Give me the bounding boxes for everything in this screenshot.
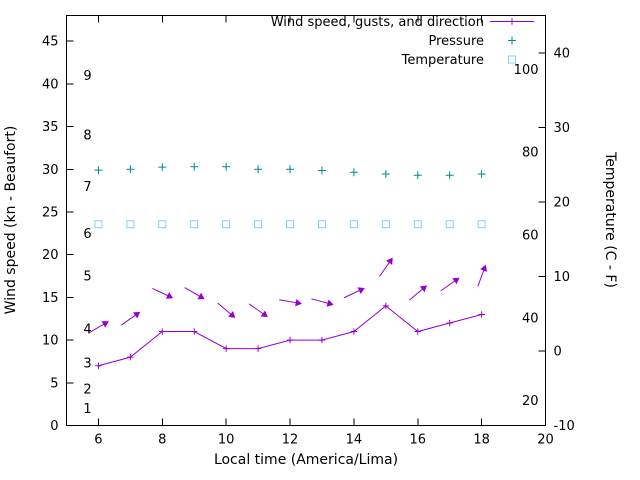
wind-direction-arrow	[357, 287, 365, 295]
plot-border	[66, 15, 546, 426]
beaufort-tick-label: 3	[83, 357, 91, 372]
legend-label: Temperature	[401, 53, 484, 68]
legend-marker	[490, 18, 534, 25]
y-right-tick-label: -10	[554, 419, 575, 434]
y-left-tick-label: 45	[42, 35, 59, 50]
y-left-tick-label: 0	[50, 419, 58, 434]
wind-direction-arrow	[197, 292, 205, 300]
series-temperature	[94, 220, 486, 229]
legend-label: Pressure	[428, 34, 484, 49]
y-axis-left-title: Wind speed (kn - Beaufort)	[3, 126, 19, 315]
legend-label: Wind speed, gusts, and direction	[271, 15, 484, 30]
series-pressure	[94, 162, 486, 180]
wind-direction-arrow	[260, 310, 268, 318]
beaufort-tick-label: 7	[83, 180, 91, 195]
y-right-tick-label: 40	[554, 46, 571, 61]
series-wind-speed-gusts-and-direction	[88, 257, 488, 369]
beaufort-tick-label: 1	[83, 402, 91, 417]
wind-direction-arrow	[228, 311, 236, 318]
fahrenheit-tick-label: 60	[522, 228, 539, 243]
wind-direction-arrow	[419, 285, 427, 293]
beaufort-tick-label: 8	[83, 129, 91, 144]
wind-direction-arrow	[165, 292, 174, 299]
legend-marker	[508, 55, 516, 64]
fahrenheit-tick-label: 80	[522, 146, 539, 161]
x-tick-label: 6	[94, 433, 102, 448]
fahrenheit-tick-label: 40	[522, 311, 539, 326]
y-right-tick-label: 30	[554, 121, 571, 136]
y-left-tick-label: 30	[42, 163, 59, 178]
y-right-tick-label: 10	[554, 270, 571, 285]
wind-direction-arrow	[132, 311, 141, 319]
beaufort-tick-label: 9	[83, 69, 91, 84]
wind-direction-arrow	[326, 299, 334, 307]
y-left-tick-label: 25	[42, 205, 59, 220]
y-axis-right-title: Temperature (C - F)	[602, 151, 618, 288]
fahrenheit-tick-label: 20	[522, 394, 539, 409]
y-left-tick-label: 10	[42, 334, 59, 349]
x-tick-label: 12	[282, 433, 299, 448]
x-tick-label: 10	[218, 433, 235, 448]
y-left-tick-label: 15	[42, 291, 59, 306]
x-axis-title: Local time (America/Lima)	[214, 452, 398, 468]
wind-direction-arrow	[480, 264, 488, 272]
y-left-tick-label: 20	[42, 248, 59, 263]
fahrenheit-tick-label: 100	[514, 63, 539, 78]
y-left-tick-label: 40	[42, 77, 59, 92]
x-tick-label: 18	[473, 433, 490, 448]
wind-direction-arrow	[386, 257, 393, 265]
x-tick-label: 16	[409, 433, 426, 448]
y-left-tick-label: 5	[50, 376, 58, 391]
legend-marker	[508, 36, 516, 45]
axes-layer: 6 8 10 12 14 16 18 2005101520253035404512345678…	[42, 15, 575, 448]
y-right-tick-label: 20	[554, 195, 571, 210]
x-tick-label: 20	[537, 433, 554, 448]
x-tick-label: 14	[346, 433, 363, 448]
beaufort-tick-label: 2	[83, 382, 91, 397]
wind-direction-arrow	[101, 321, 109, 328]
wind-direction-arrow	[295, 298, 302, 307]
y-left-tick-label: 35	[42, 120, 59, 135]
wind-direction-arrow	[452, 277, 460, 285]
y-right-tick-label: 0	[554, 344, 562, 359]
beaufort-tick-label: 6	[83, 227, 91, 242]
beaufort-tick-label: 5	[83, 270, 91, 285]
chart-legend: Wind speed, gusts, and direction Pressure…	[271, 15, 534, 68]
series-layer	[88, 162, 488, 369]
beaufort-tick-label: 4	[83, 322, 91, 337]
x-tick-label: 8	[158, 433, 166, 448]
